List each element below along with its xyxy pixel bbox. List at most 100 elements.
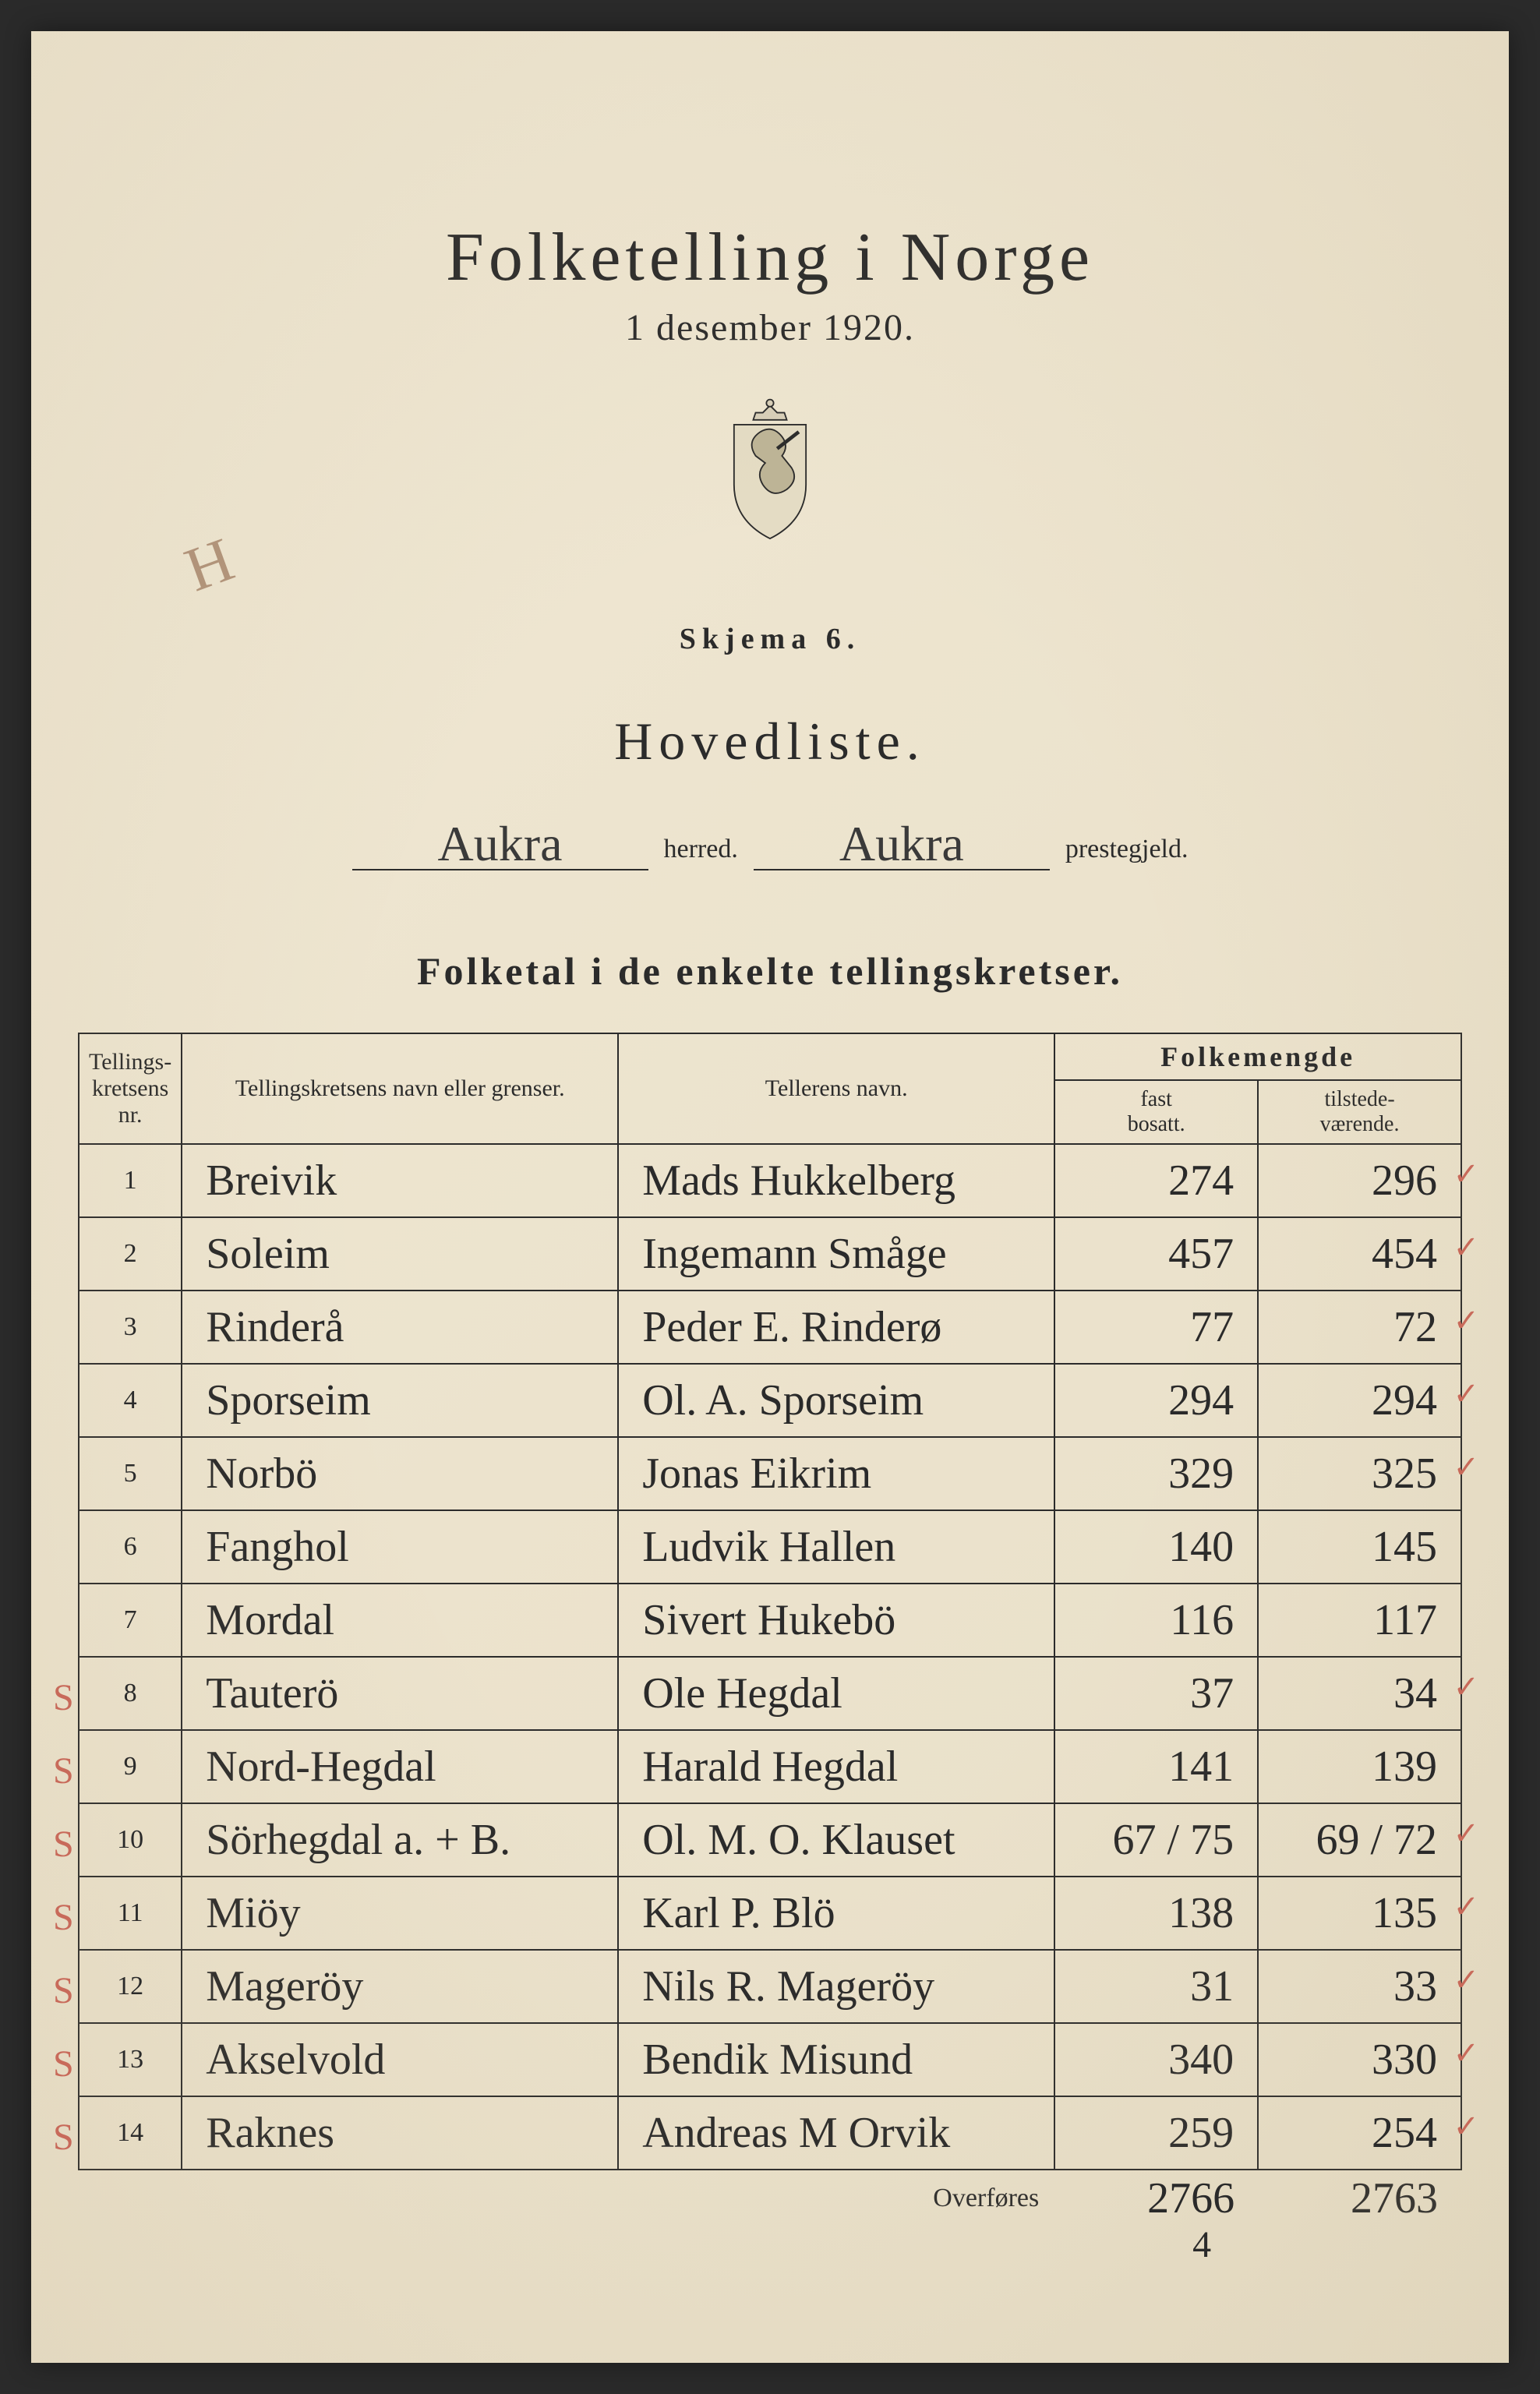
cell-fast: 138 [1054,1877,1258,1950]
col-tilstede: tilstede- værende. [1258,1080,1461,1144]
cell-fast: 77 [1054,1291,1258,1364]
cell-teller: Ol. A. Sporseim [618,1364,1054,1437]
check-mark-icon: ✓ [1453,1818,1479,1849]
table-header: Tellings- kretsens nr. Tellingskretsens … [79,1033,1461,1144]
col-nr-l2: kretsens [92,1075,168,1101]
cell-fast: 116 [1054,1584,1258,1657]
cell-nr: 12S [79,1950,182,2023]
date-line: 1 desember 1920. [78,306,1462,349]
herred-value: Aukra [352,819,648,870]
s-annotation: S [53,2043,74,2085]
cell-krets: Fanghol [182,1510,618,1584]
cell-teller: Harald Hegdal [618,1730,1054,1803]
cell-krets: Sporseim [182,1364,618,1437]
s-annotation: S [53,2116,74,2159]
cell-teller: Peder E. Rinderø [618,1291,1054,1364]
table-row: 12SMageröyNils R. Mageröy3133✓ [79,1950,1461,2023]
col-fast-l2: bosatt. [1128,1112,1185,1136]
check-mark-icon: ✓ [1453,1305,1479,1336]
table-row: 10SSörhegdal a. + B.Ol. M. O. Klauset67 … [79,1803,1461,1877]
cell-teller: Andreas M Orvik [618,2096,1054,2170]
census-table: Tellings- kretsens nr. Tellingskretsens … [78,1033,1462,2226]
check-mark-icon: ✓ [1453,1672,1479,1703]
cell-nr: 7 [79,1584,182,1657]
cell-nr: 4 [79,1364,182,1437]
prestegjeld-value: Aukra [754,819,1050,870]
cell-tilstede: 145 [1258,1510,1461,1584]
title-block: Folketelling i Norge 1 desember 1920. Sk… [78,218,1462,994]
overfores-row: Overføres276642763 [79,2170,1461,2226]
cell-teller: Mads Hukkelberg [618,1144,1054,1217]
census-page: H Folketelling i Norge 1 desember 1920. … [31,31,1509,2363]
table-row: 8STauteröOle Hegdal3734✓ [79,1657,1461,1730]
cell-krets: Mageröy [182,1950,618,2023]
hovedliste-title: Hovedliste. [78,711,1462,772]
cell-krets: Nord-Hegdal [182,1730,618,1803]
overfores-tilstede: 2763 [1258,2170,1461,2226]
table-row: 3RinderåPeder E. Rinderø7772✓ [79,1291,1461,1364]
cell-tilstede: 294✓ [1258,1364,1461,1437]
s-annotation: S [53,1823,74,1866]
s-annotation: S [53,1969,74,2012]
cell-krets: Mordal [182,1584,618,1657]
cell-tilstede: 139 [1258,1730,1461,1803]
cell-tilstede: 135✓ [1258,1877,1461,1950]
cell-tilstede: 69 / 72✓ [1258,1803,1461,1877]
skjema-label: Skjema 6. [78,622,1462,656]
main-title: Folketelling i Norge [78,218,1462,297]
check-mark-icon: ✓ [1453,1379,1479,1410]
herred-line: Aukra herred. Aukra prestegjeld. [78,819,1462,870]
cell-fast: 294 [1054,1364,1258,1437]
overfores-label: Overføres [79,2170,1054,2226]
check-mark-icon: ✓ [1453,2111,1479,2142]
cell-tilstede: 254✓ [1258,2096,1461,2170]
cell-teller: Karl P. Blö [618,1877,1054,1950]
cell-krets: Soleim [182,1217,618,1291]
col-nr-l3: nr. [118,1102,143,1128]
check-mark-icon: ✓ [1453,1891,1479,1923]
cell-krets: Akselvold [182,2023,618,2096]
cell-krets: Tauterö [182,1657,618,1730]
cell-tilstede: 72✓ [1258,1291,1461,1364]
cell-nr: 1 [79,1144,182,1217]
cell-tilstede: 33✓ [1258,1950,1461,2023]
cell-fast: 140 [1054,1510,1258,1584]
cell-teller: Sivert Hukebö [618,1584,1054,1657]
coat-of-arms-icon [708,396,832,552]
table-row: 9SNord-HegdalHarald Hegdal141139 [79,1730,1461,1803]
cell-tilstede: 34✓ [1258,1657,1461,1730]
cell-teller: Nils R. Mageröy [618,1950,1054,2023]
cell-nr: 10S [79,1803,182,1877]
table-row: 1BreivikMads Hukkelberg274296✓ [79,1144,1461,1217]
table-row: 2SoleimIngemann Småge457454✓ [79,1217,1461,1291]
cell-fast: 457 [1054,1217,1258,1291]
herred-label: herred. [664,835,738,870]
cell-fast: 340 [1054,2023,1258,2096]
cell-teller: Ingemann Småge [618,1217,1054,1291]
cell-fast: 259 [1054,2096,1258,2170]
cell-tilstede: 117 [1258,1584,1461,1657]
col-fast: fast bosatt. [1054,1080,1258,1144]
table-row: 7MordalSivert Hukebö116117 [79,1584,1461,1657]
cell-krets: Sörhegdal a. + B. [182,1803,618,1877]
overfores-correction: 4 [1192,2226,1211,2264]
section-title: Folketal i de enkelte tellingskretser. [78,948,1462,994]
s-annotation: S [53,1676,74,1719]
cell-nr: 13S [79,2023,182,2096]
cell-fast: 31 [1054,1950,1258,2023]
col-tilstede-l2: værende. [1320,1112,1400,1136]
cell-krets: Miöy [182,1877,618,1950]
cell-krets: Raknes [182,2096,618,2170]
cell-fast: 67 / 75 [1054,1803,1258,1877]
cell-fast: 329 [1054,1437,1258,1510]
overfores-fast: 27664 [1054,2170,1258,2226]
cell-fast: 37 [1054,1657,1258,1730]
cell-nr: 6 [79,1510,182,1584]
cell-teller: Bendik Misund [618,2023,1054,2096]
cell-nr: 8S [79,1657,182,1730]
table-row: 11SMiöyKarl P. Blö138135✓ [79,1877,1461,1950]
cell-tilstede: 454✓ [1258,1217,1461,1291]
cell-krets: Breivik [182,1144,618,1217]
col-krets: Tellingskretsens navn eller grenser. [182,1033,618,1144]
cell-teller: Jonas Eikrim [618,1437,1054,1510]
